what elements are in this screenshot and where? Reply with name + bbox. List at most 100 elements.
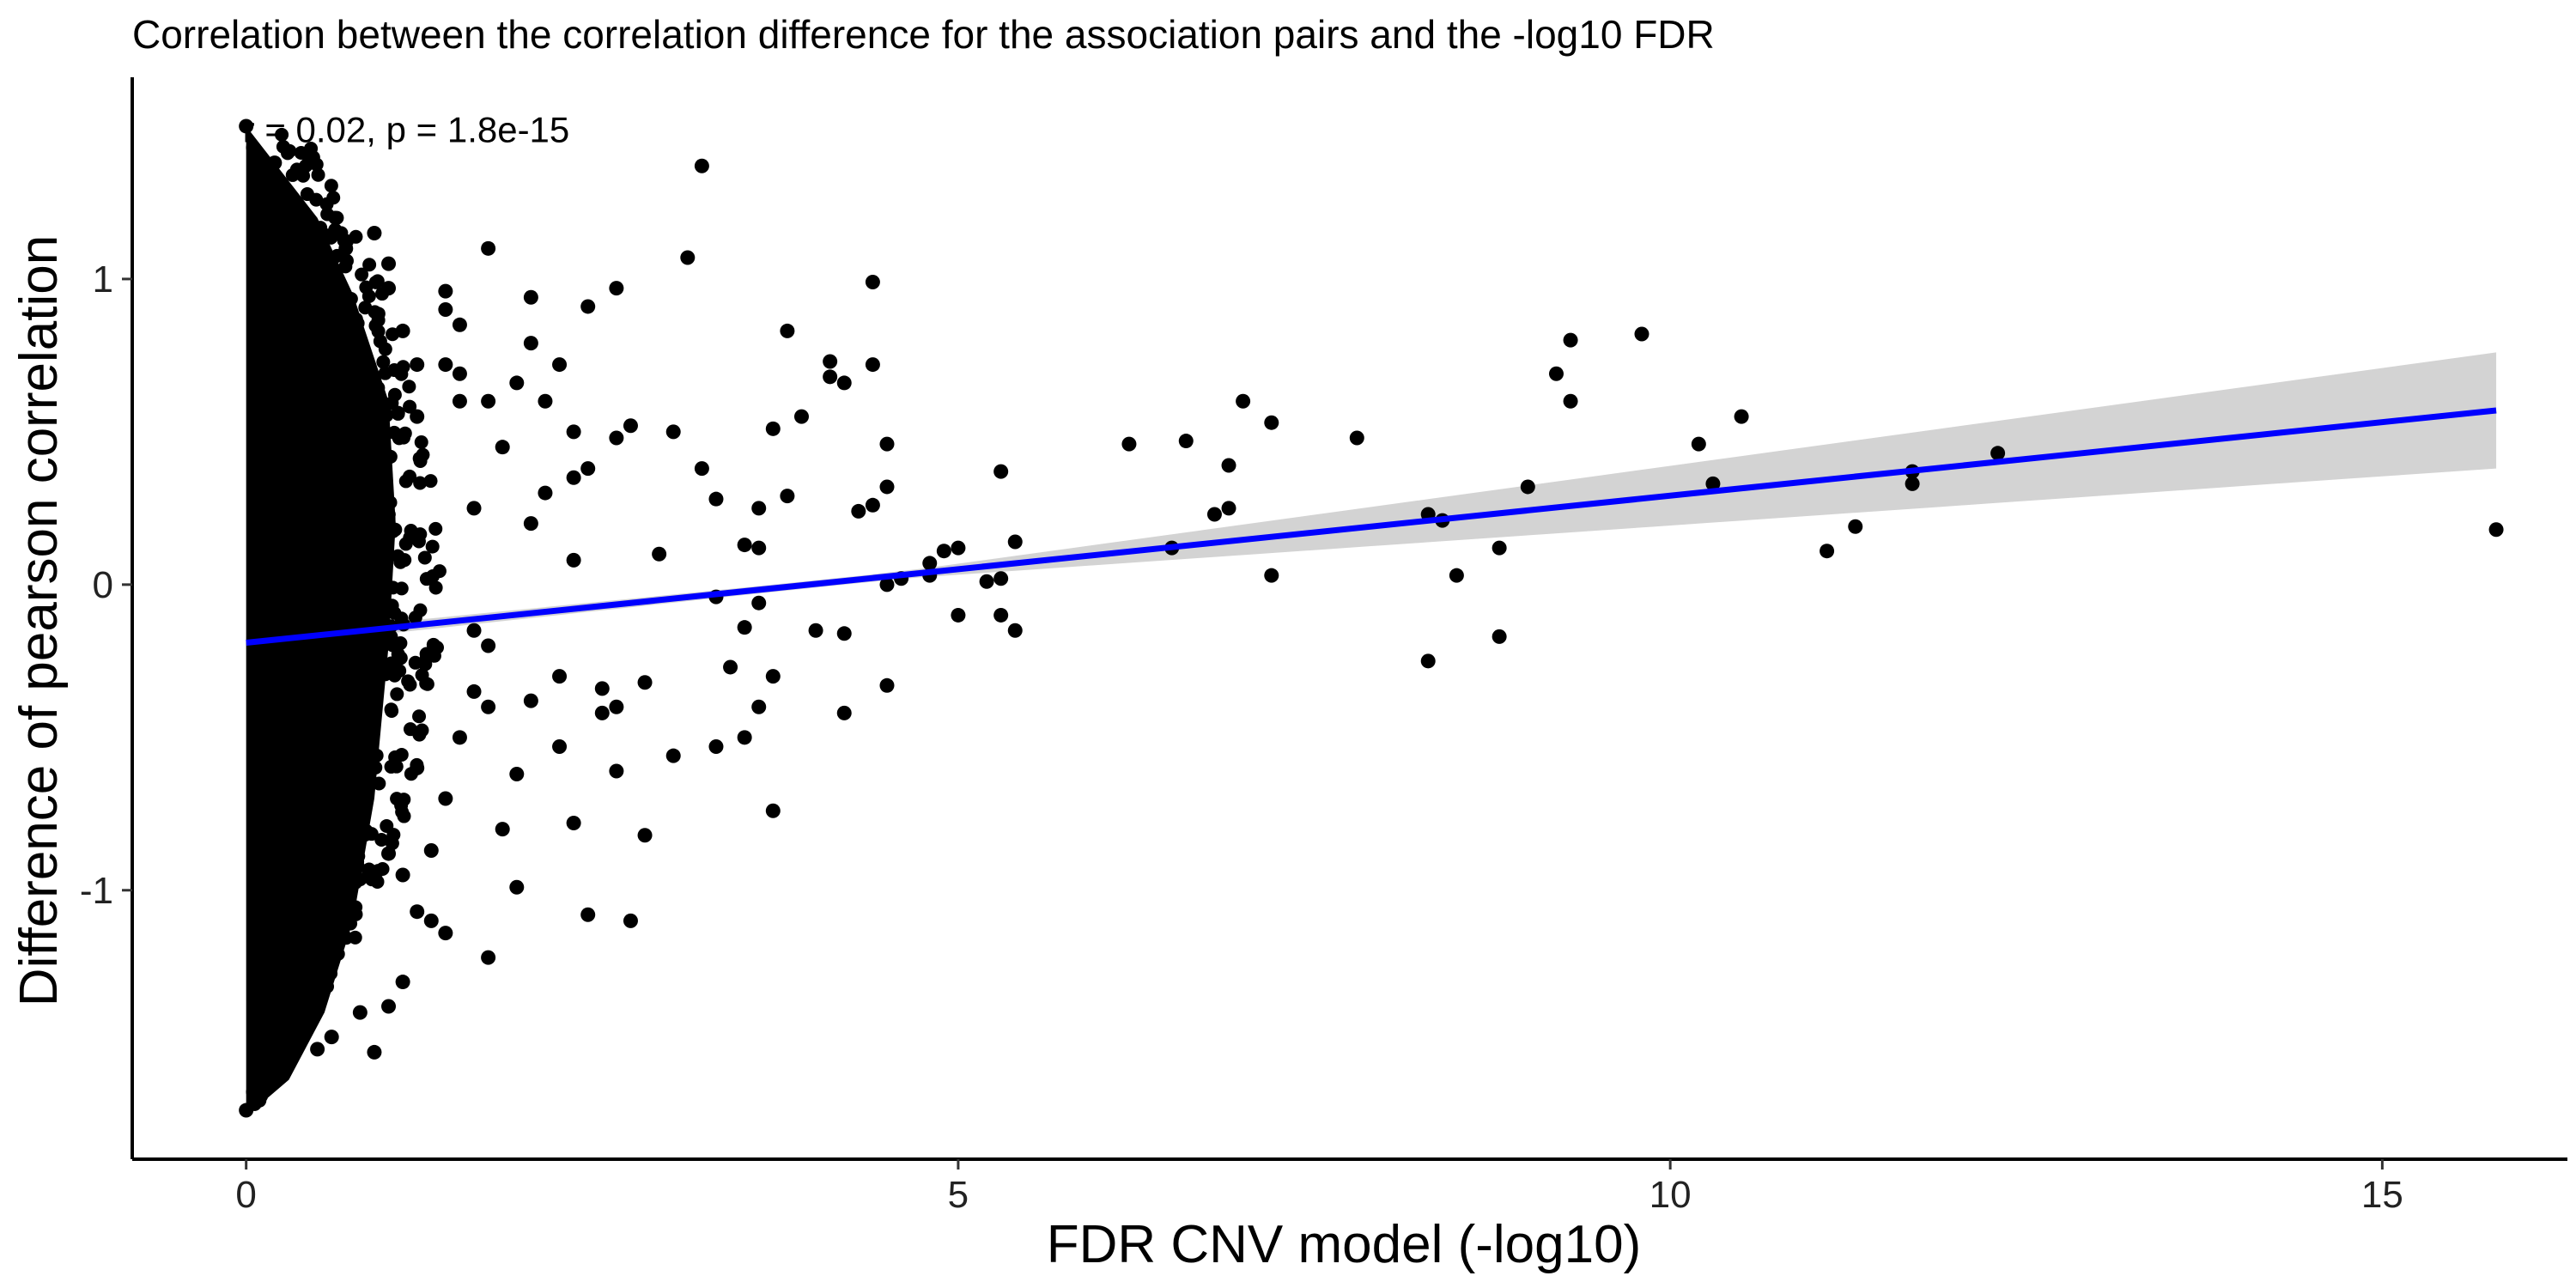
scatter-point: [239, 1103, 254, 1118]
scatter-point: [836, 375, 852, 391]
scatter-point: [322, 885, 337, 900]
scatter-point: [879, 677, 895, 693]
confidence-band-layer: [246, 352, 2497, 649]
scatter-point: [378, 530, 392, 544]
scatter-point: [367, 1044, 382, 1060]
scatter-point: [865, 497, 880, 513]
scatter-point: [349, 648, 364, 663]
scatter-point: [304, 142, 319, 156]
scatter-point: [357, 802, 372, 817]
scatter-point: [466, 683, 482, 699]
scatter-point: [394, 611, 409, 626]
scatter-point: [1820, 544, 1835, 559]
scatter-point: [438, 926, 453, 941]
scatter-point: [737, 730, 752, 745]
scatter-point: [390, 687, 404, 702]
scatter-point: [368, 319, 383, 333]
scatter-point: [310, 933, 325, 947]
scatter-point: [383, 495, 398, 510]
scatter-point: [395, 323, 410, 338]
scatter-point: [851, 503, 866, 519]
scatter-point: [410, 357, 425, 373]
scatter-point: [320, 275, 335, 289]
scatter-point: [428, 521, 443, 536]
scatter-point: [751, 699, 767, 714]
scatter-point: [609, 763, 624, 779]
scatter-point: [361, 862, 376, 877]
scatter-point: [391, 406, 405, 421]
scatter-point: [362, 662, 377, 677]
scatter-point: [523, 336, 538, 351]
scatter-point: [309, 192, 324, 207]
scatter-point: [751, 595, 767, 611]
scatter-point: [252, 1072, 268, 1087]
scatter-point: [246, 1084, 261, 1100]
scatter-point: [418, 657, 433, 671]
scatter-point: [1634, 326, 1649, 342]
scatter-point: [1548, 366, 1564, 381]
scatter-point: [623, 418, 638, 434]
scatter-point: [355, 788, 370, 803]
scatter-point: [393, 636, 408, 651]
scatter-point: [879, 577, 895, 592]
scatter-point: [368, 760, 383, 775]
scatter-points: [239, 118, 2504, 1118]
scatter-point: [323, 289, 337, 304]
scatter-point: [417, 550, 432, 565]
scatter-point: [360, 388, 374, 403]
scatter-point: [347, 380, 361, 395]
scatter-point: [566, 815, 581, 830]
x-tick-label: 5: [948, 1174, 969, 1216]
scatter-point: [466, 623, 482, 638]
scatter-point: [353, 555, 368, 569]
scatter-point: [367, 226, 382, 241]
scatter-point: [523, 693, 538, 708]
scatter-point: [1492, 629, 1507, 644]
scatter-point: [765, 421, 781, 436]
scatter-point: [338, 259, 353, 274]
scatter-point: [388, 750, 403, 764]
scatter-point: [580, 907, 596, 922]
scatter-point: [381, 256, 397, 271]
scatter-point: [366, 438, 380, 453]
x-axis-title: FDR CNV model (-log10): [1047, 1215, 1642, 1274]
scatter-point: [793, 409, 809, 424]
scatter-point: [509, 375, 525, 391]
scatter-point: [423, 913, 439, 928]
scatter-point: [344, 442, 359, 457]
scatter-point: [1236, 393, 1251, 409]
scatter-point: [311, 167, 325, 182]
scatter-point: [327, 873, 342, 888]
scatter-point: [594, 705, 610, 720]
scatter-point: [737, 620, 752, 635]
scatter-point: [239, 118, 254, 134]
scatter-point: [751, 540, 767, 556]
scatter-point: [267, 1066, 283, 1081]
scatter-point: [349, 875, 363, 890]
scatter-point: [330, 210, 344, 225]
scatter-point: [331, 946, 345, 961]
scatter-point: [1691, 436, 1706, 452]
scatter-point: [423, 474, 438, 489]
scatter-point: [361, 770, 375, 785]
scatter-point: [580, 299, 596, 314]
scatter-point: [352, 1005, 368, 1020]
scatter-point: [281, 210, 296, 226]
scatter-point: [1178, 434, 1194, 449]
scatter-point: [402, 380, 416, 394]
scatter-point: [765, 803, 781, 818]
scatter-point: [358, 828, 373, 842]
scatter-point: [328, 838, 343, 853]
scatter-point: [285, 167, 300, 182]
scatter-point: [708, 491, 724, 507]
scatter-point: [343, 916, 358, 931]
scatter-point: [289, 1003, 304, 1018]
scatter-point: [1449, 568, 1464, 583]
dense-point-cloud: [246, 125, 447, 1111]
scatter-point: [836, 626, 852, 641]
regression-line-layer: [246, 407, 2497, 646]
scatter-point: [279, 1017, 294, 1031]
scatter-point: [305, 1000, 319, 1015]
scatter-point: [509, 767, 525, 782]
scatter-point: [379, 477, 393, 492]
